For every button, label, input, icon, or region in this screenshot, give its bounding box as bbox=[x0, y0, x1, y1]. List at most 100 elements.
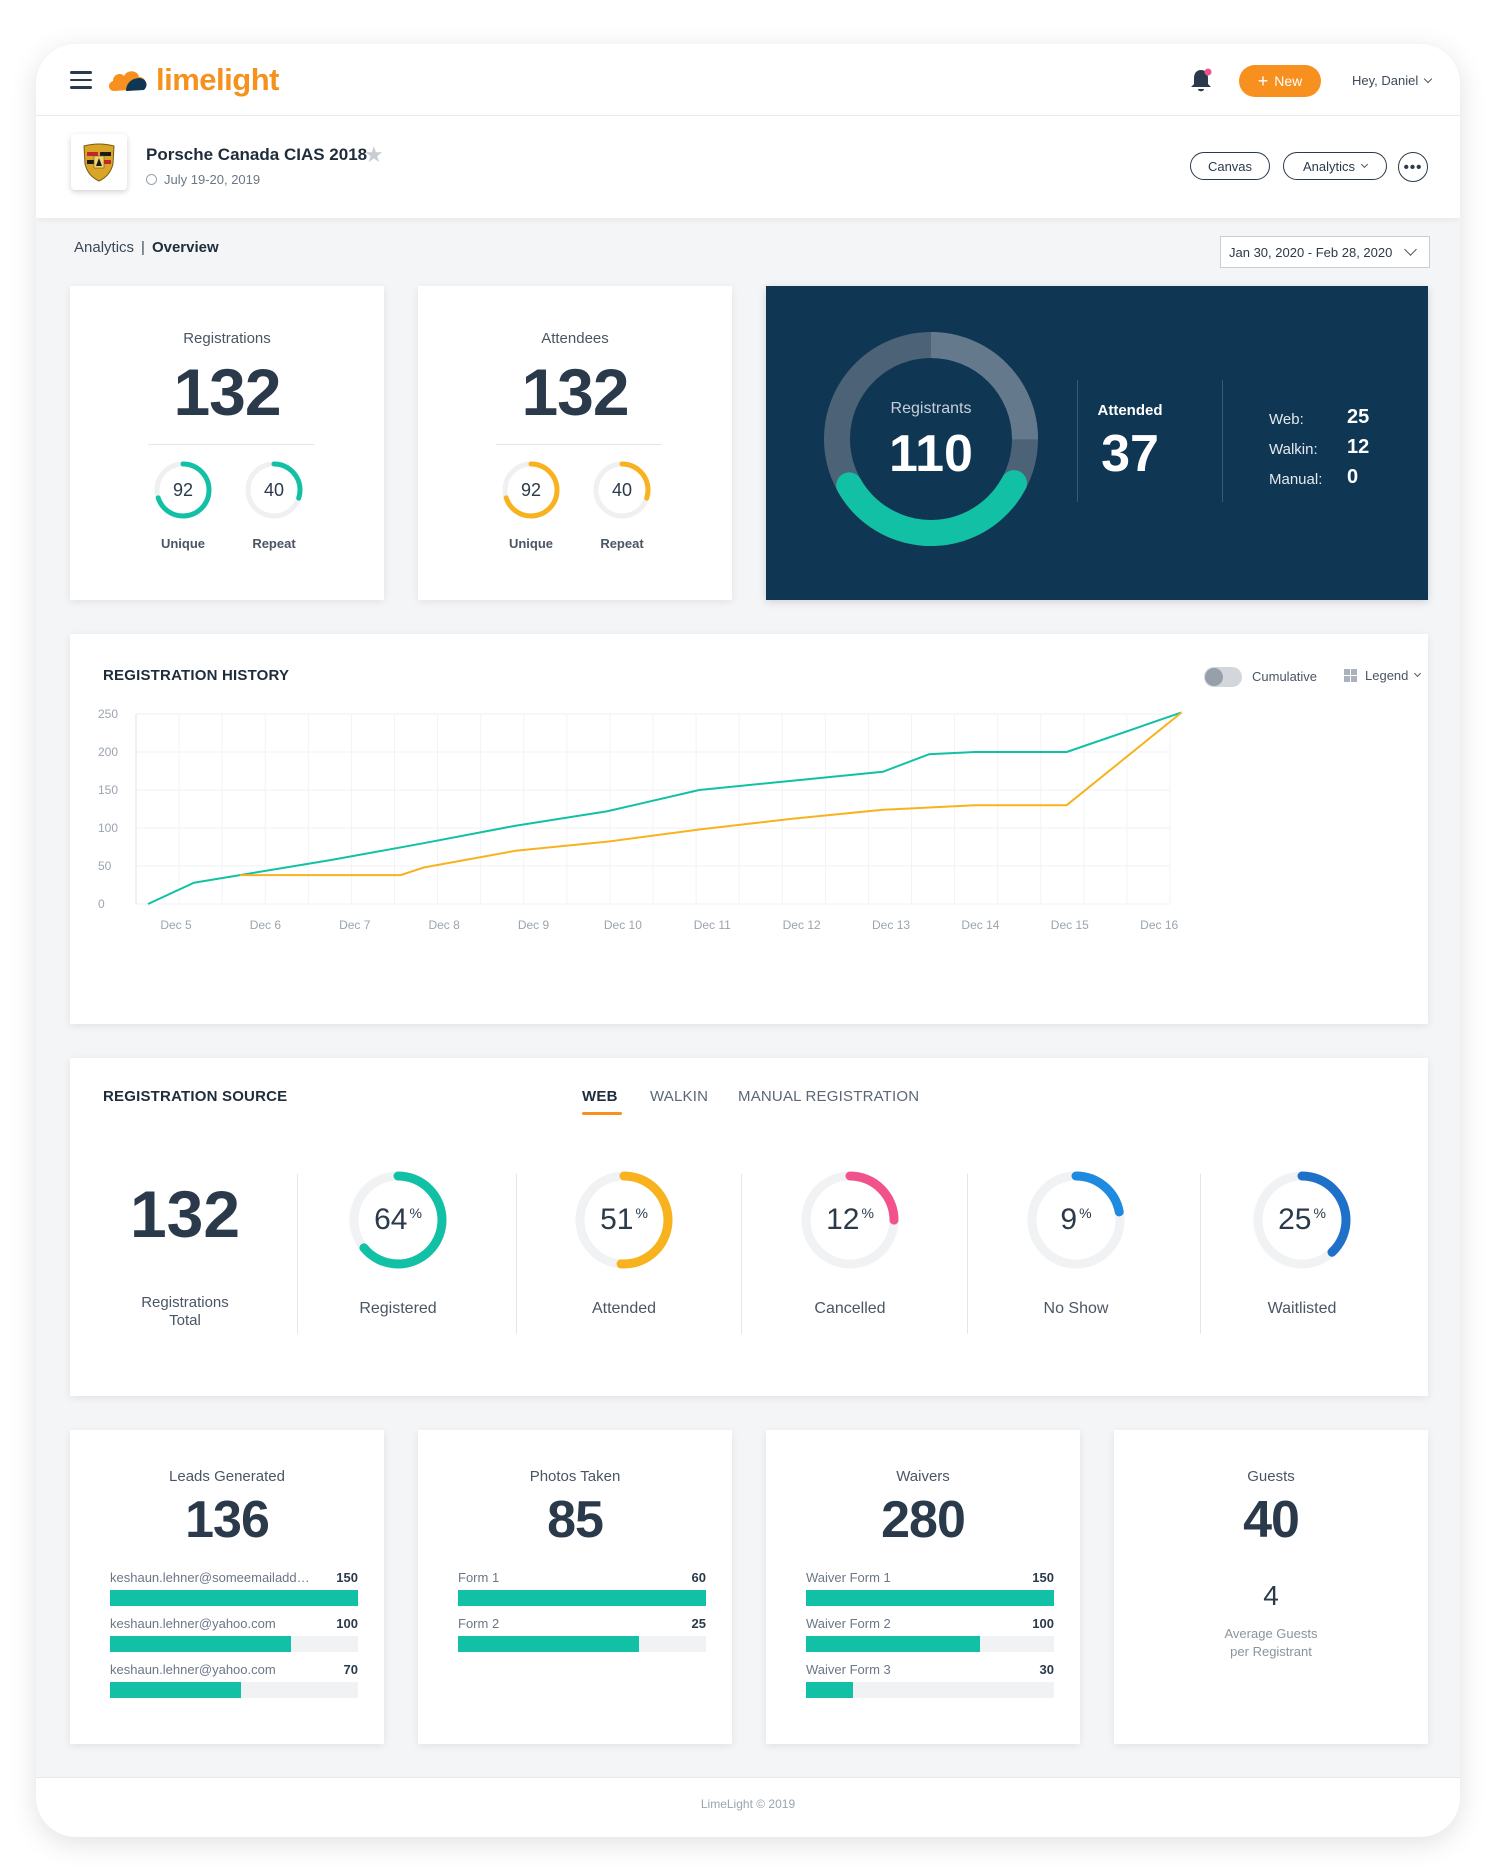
source-waitlisted: 25% Waitlisted bbox=[1227, 1170, 1377, 1330]
bar-value: 150 bbox=[336, 1570, 358, 1585]
new-button[interactable]: + New bbox=[1239, 65, 1321, 97]
unique-ring: 92 bbox=[153, 460, 213, 520]
percent-number: 25 bbox=[1278, 1203, 1312, 1236]
x-tick-label: Dec 5 bbox=[160, 918, 192, 932]
percent-value: 12% bbox=[800, 1170, 900, 1270]
bar-fill bbox=[806, 1590, 1054, 1606]
bar-track bbox=[806, 1636, 1054, 1652]
bar-fill bbox=[458, 1590, 706, 1606]
bar-label: Form 1 bbox=[458, 1570, 500, 1585]
top-bar: limelight + New Hey, Daniel bbox=[36, 44, 1460, 116]
source-row-manual: Manual: 0 bbox=[1269, 466, 1409, 494]
source-registered: 64% Registered bbox=[323, 1170, 473, 1330]
registration-history-card: REGISTRATION HISTORY Cumulative Legend 0… bbox=[70, 634, 1428, 1024]
cumulative-toggle[interactable] bbox=[1204, 667, 1242, 687]
unique-caption: Unique bbox=[508, 536, 554, 551]
percent-number: 9 bbox=[1060, 1203, 1078, 1236]
bell-icon[interactable] bbox=[1188, 66, 1214, 94]
bar-label: keshaun.lehner@yahoo.com bbox=[110, 1662, 276, 1677]
event-title: Porsche Canada CIAS 2018 bbox=[146, 145, 368, 164]
divider bbox=[741, 1174, 742, 1334]
bar-track bbox=[806, 1590, 1054, 1606]
tab-walkin[interactable]: WALKIN bbox=[650, 1088, 709, 1105]
menu-icon[interactable] bbox=[70, 71, 92, 89]
registrations-total: 132 bbox=[173, 355, 281, 429]
bar-track bbox=[458, 1636, 706, 1652]
repeat-value: 40 bbox=[263, 479, 285, 500]
date-range-picker[interactable]: Jan 30, 2020 - Feb 28, 2020 bbox=[1220, 236, 1430, 268]
waivers-label: Waivers bbox=[896, 1468, 950, 1485]
guests-label: Guests bbox=[1247, 1468, 1295, 1485]
source-attended: 51% Attended bbox=[549, 1170, 699, 1330]
bar-label: Form 2 bbox=[458, 1616, 500, 1631]
x-tick-label: Dec 6 bbox=[250, 918, 282, 932]
source-caption: Cancelled bbox=[814, 1300, 886, 1317]
bar-track bbox=[110, 1590, 358, 1606]
series-line-registered bbox=[147, 711, 1182, 905]
bar-track bbox=[110, 1682, 358, 1698]
waivers-total: 280 bbox=[881, 1491, 966, 1549]
attended-value: 37 bbox=[1101, 425, 1159, 483]
tab-manual-registration[interactable]: MANUAL REGISTRATION bbox=[738, 1088, 920, 1105]
tab-web[interactable]: WEB bbox=[582, 1088, 618, 1105]
bar-value: 150 bbox=[1032, 1570, 1054, 1585]
percent-sign: % bbox=[1079, 1205, 1092, 1221]
legend-dropdown[interactable]: Legend bbox=[1344, 668, 1422, 683]
photo-row: Form 1 60 bbox=[458, 1570, 706, 1606]
canvas-button[interactable]: Canvas bbox=[1190, 152, 1270, 180]
percent-sign: % bbox=[635, 1205, 648, 1221]
bar-label: keshaun.lehner@someemailaddr... bbox=[110, 1570, 310, 1585]
series-line-attended bbox=[239, 711, 1183, 877]
bar-label: keshaun.lehner@yahoo.com bbox=[110, 1616, 276, 1631]
bar-fill bbox=[806, 1682, 854, 1698]
y-tick-label: 150 bbox=[98, 783, 118, 797]
clock-icon bbox=[146, 174, 157, 185]
user-greeting: Hey, Daniel bbox=[1352, 73, 1419, 88]
x-tick-label: Dec 15 bbox=[1051, 918, 1089, 932]
bar-fill bbox=[110, 1590, 358, 1606]
porsche-crest-logo bbox=[71, 134, 127, 190]
x-tick-label: Dec 7 bbox=[339, 918, 371, 932]
x-tick-label: Dec 16 bbox=[1140, 918, 1178, 932]
bar-value: 25 bbox=[691, 1616, 706, 1631]
percent-number: 51 bbox=[600, 1203, 634, 1236]
bar-label: Waiver Form 1 bbox=[806, 1570, 891, 1585]
percent-sign: % bbox=[1313, 1205, 1326, 1221]
logo[interactable]: limelight bbox=[106, 60, 279, 100]
breadcrumb-overview: Overview bbox=[151, 239, 219, 256]
repeat-caption: Repeat bbox=[600, 536, 644, 551]
bar-value: 100 bbox=[336, 1616, 358, 1631]
waiver-row: Waiver Form 1 150 bbox=[806, 1570, 1054, 1606]
breadcrumb-analytics[interactable]: Analytics bbox=[74, 239, 135, 256]
attendees-total: 132 bbox=[521, 355, 629, 429]
attendees-card: Attendees 132 92 40 Unique Repeat bbox=[418, 286, 732, 600]
photos-card: Photos Taken 85 Form 1 60 Form 2 25 bbox=[418, 1430, 732, 1744]
new-button-label: New bbox=[1274, 73, 1303, 89]
bar-fill bbox=[110, 1682, 242, 1698]
x-tick-label: Dec 9 bbox=[518, 918, 550, 932]
bar-value: 60 bbox=[691, 1570, 706, 1585]
percent-value: 9% bbox=[1026, 1170, 1126, 1270]
unique-value: 92 bbox=[520, 479, 542, 500]
chevron-down-icon bbox=[1423, 74, 1433, 83]
source-row-walkin: Walkin: 12 bbox=[1269, 436, 1409, 464]
cloud-logo-icon bbox=[108, 71, 147, 91]
photos-label: Photos Taken bbox=[529, 1468, 621, 1485]
waiver-row: Waiver Form 2 100 bbox=[806, 1616, 1054, 1652]
star-icon[interactable]: ★ bbox=[364, 142, 384, 167]
registrations-card: Registrations 132 92 40 Unique Repeat bbox=[70, 286, 384, 600]
app-window: limelight + New Hey, Daniel Porsche Canad… bbox=[36, 44, 1460, 1837]
source-cancelled: 12% Cancelled bbox=[775, 1170, 925, 1330]
registration-source-card: REGISTRATION SOURCE WEB WALKIN MANUAL RE… bbox=[70, 1058, 1428, 1396]
photo-row: Form 2 25 bbox=[458, 1616, 706, 1652]
source-total-label-1: Registrations bbox=[141, 1294, 229, 1311]
y-tick-label: 0 bbox=[98, 897, 105, 911]
y-tick-label: 200 bbox=[98, 745, 118, 759]
divider bbox=[496, 444, 662, 445]
more-options-button[interactable]: ••• bbox=[1398, 152, 1428, 182]
divider bbox=[148, 444, 314, 445]
lead-row: keshaun.lehner@yahoo.com 70 bbox=[110, 1662, 358, 1698]
source-label: Web: bbox=[1269, 411, 1304, 428]
user-menu[interactable]: Hey, Daniel bbox=[1352, 73, 1433, 88]
analytics-dropdown-button[interactable]: Analytics bbox=[1283, 152, 1387, 180]
